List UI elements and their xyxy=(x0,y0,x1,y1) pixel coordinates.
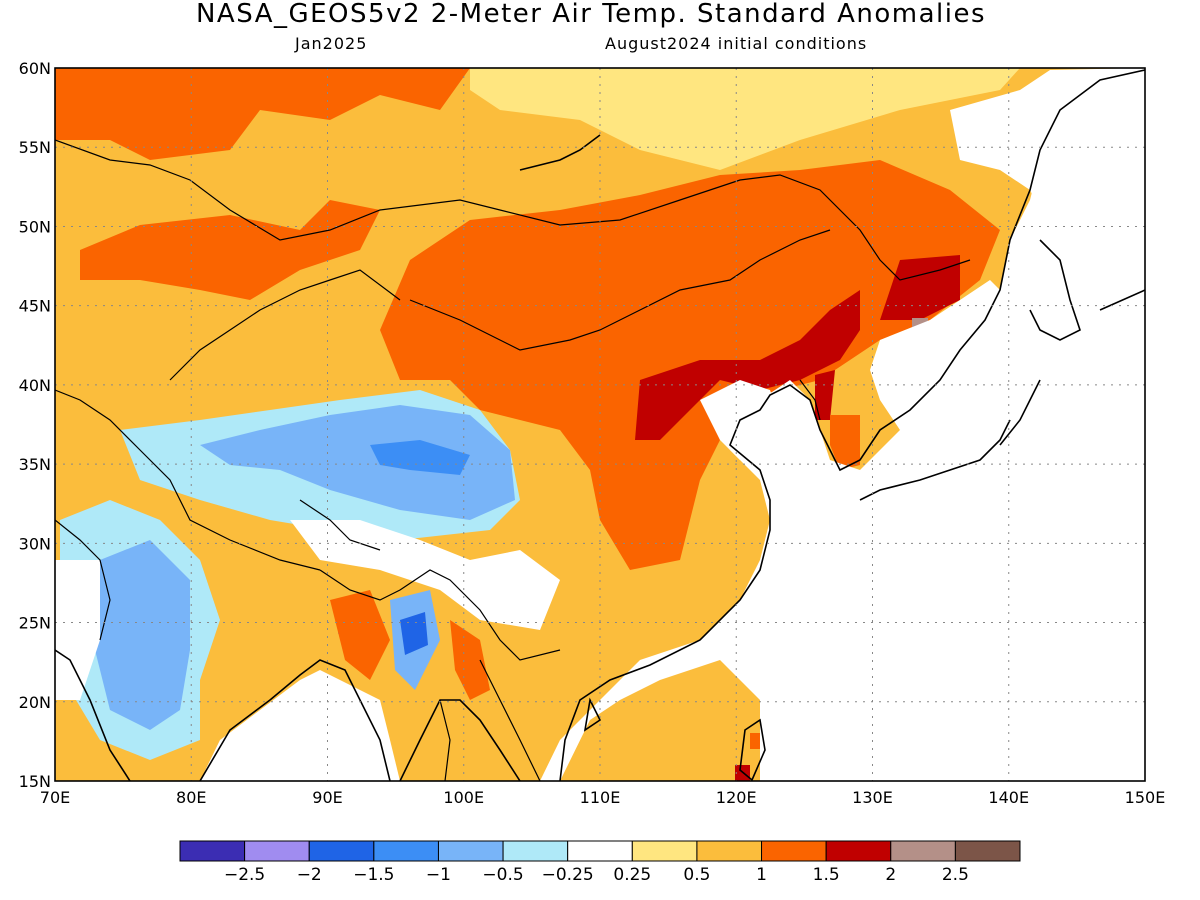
lon-tick-label: 110E xyxy=(580,788,621,807)
strong-warm-region-northwest xyxy=(55,68,470,160)
lon-tick-label: 90E xyxy=(312,788,342,807)
initial-conditions-label: August2024 initial conditions xyxy=(605,34,868,53)
colorbar-tick-label: −0.5 xyxy=(482,865,523,885)
colorbar-bin xyxy=(373,840,439,862)
colorbar-tick-label: −1.5 xyxy=(353,865,394,885)
colorbar-tick-label: 2 xyxy=(885,865,896,885)
lon-tick-label: 80E xyxy=(176,788,206,807)
lat-tick-label: 45N xyxy=(19,297,51,316)
lat-tick-label: 50N xyxy=(19,217,51,236)
colorbar-bin xyxy=(890,840,956,862)
country-borders xyxy=(55,139,971,781)
longitude-labels: 70E 80E 90E 100E 110E 120E 130E 140E 150E xyxy=(40,788,1166,807)
colorbar-bin xyxy=(825,840,892,862)
very-strong-warm-region-korea xyxy=(815,370,835,420)
colorbar-tick-label: −0.25 xyxy=(542,865,594,885)
lon-tick-label: 130E xyxy=(852,788,893,807)
neutral-region-sichuan xyxy=(290,520,560,630)
lat-tick-label: 40N xyxy=(19,376,51,395)
strong-warm-region-korea-south xyxy=(830,415,860,470)
lat-tick-label: 15N xyxy=(19,772,51,791)
colorbar xyxy=(179,840,1021,862)
cool-region-tibet xyxy=(200,405,515,520)
cool-region-india xyxy=(95,540,190,730)
colorbar-tick-label: −2.5 xyxy=(224,865,265,885)
ocean-sea-of-japan xyxy=(870,280,1010,430)
map-frame xyxy=(54,67,1146,782)
very-strong-warm-region-manchuria xyxy=(880,255,960,320)
colorbar-bin xyxy=(567,840,633,862)
strong-warm-region-kazakh xyxy=(80,200,380,300)
lat-tick-label: 20N xyxy=(19,693,51,712)
colorbar-bin xyxy=(179,840,246,862)
ocean-pacific xyxy=(540,68,1145,781)
lon-tick-label: 140E xyxy=(988,788,1029,807)
lon-tick-label: 100E xyxy=(443,788,484,807)
colorbar-tick-label: 1.5 xyxy=(813,865,840,885)
colorbar-bin xyxy=(244,840,310,862)
strong-warm-region-myanmar xyxy=(330,590,390,680)
colorbar-tick-label: −1 xyxy=(426,865,451,885)
lon-tick-label: 70E xyxy=(40,788,70,807)
lat-tick-label: 30N xyxy=(19,534,51,553)
neutral-region-south-asia xyxy=(55,560,100,700)
colorbar-bin xyxy=(631,840,698,862)
colorbar-labels: −2.5 −2 −1.5 −1 −0.5 −0.25 0.25 0.5 1 1.5 2 2.5 xyxy=(224,865,969,885)
ocean-sea-of-okhotsk xyxy=(950,68,1145,250)
valid-month-label: Jan2025 xyxy=(295,34,368,53)
colorbar-bin xyxy=(308,840,375,862)
very-strong-warm-region-northeast-china xyxy=(635,290,860,440)
colorbar-bin xyxy=(761,840,827,862)
lon-tick-label: 120E xyxy=(716,788,757,807)
strong-cool-region-tibet xyxy=(370,440,470,475)
chart-title: NASA_GEOS5v2 2-Meter Air Temp. Standard … xyxy=(195,0,987,29)
colorbar-bin xyxy=(502,840,569,862)
colorbar-bin xyxy=(437,840,504,862)
lon-tick-label: 150E xyxy=(1125,788,1166,807)
lat-tick-label: 35N xyxy=(19,455,51,474)
colorbar-bin xyxy=(954,840,1021,862)
lat-tick-label: 60N xyxy=(19,59,51,78)
map-plot-area xyxy=(55,68,1145,781)
latitude-labels: 15N 20N 25N 30N 35N 40N 45N 50N 55N 60N xyxy=(19,59,51,791)
colorbar-bin xyxy=(696,840,763,862)
lat-tick-label: 25N xyxy=(19,614,51,633)
weak-warm-region-siberia xyxy=(470,68,1020,170)
strong-warm-region-indochina xyxy=(450,620,490,700)
colorbar-tick-label: 0.25 xyxy=(613,865,651,885)
ocean-bay-of-bengal xyxy=(200,670,400,781)
colorbar-tick-label: 0.5 xyxy=(683,865,710,885)
map-grid xyxy=(55,68,1145,781)
colorbar-tick-label: 1 xyxy=(756,865,767,885)
coastlines xyxy=(55,69,1145,781)
colorbar-tick-label: 2.5 xyxy=(942,865,969,885)
colorbar-tick-label: −2 xyxy=(297,865,322,885)
lat-tick-label: 55N xyxy=(19,138,51,157)
